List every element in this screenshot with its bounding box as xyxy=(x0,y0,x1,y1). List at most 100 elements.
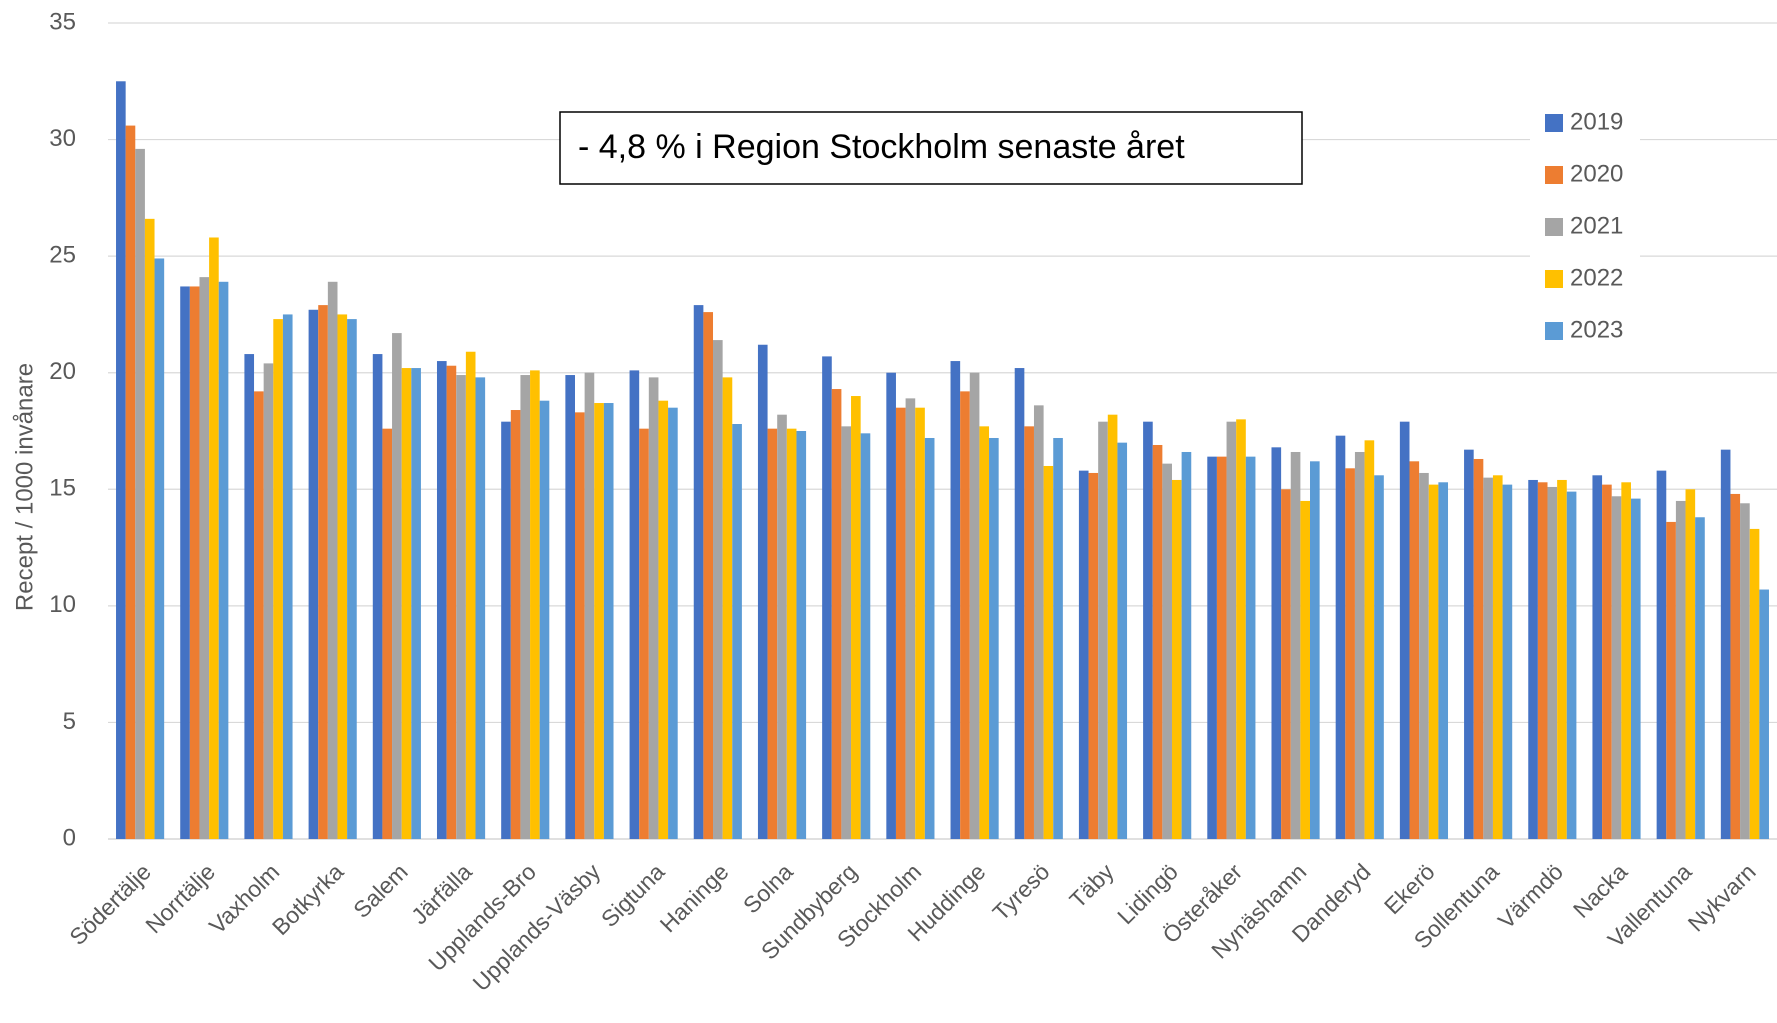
bar xyxy=(1053,437,1063,839)
bar xyxy=(860,433,871,839)
bar xyxy=(979,426,990,839)
bar xyxy=(465,351,476,839)
bar xyxy=(1078,470,1089,839)
bar xyxy=(273,319,283,839)
x-tick-label: Värmdö xyxy=(1493,858,1568,933)
bar xyxy=(1730,493,1741,839)
bar xyxy=(786,428,797,839)
bar xyxy=(530,370,540,839)
bar xyxy=(1335,435,1346,839)
bar xyxy=(1695,517,1705,839)
bar xyxy=(254,391,264,839)
bar xyxy=(382,428,393,839)
bar xyxy=(475,377,486,839)
bar xyxy=(1033,405,1044,839)
bar xyxy=(501,421,511,839)
bar xyxy=(1675,500,1686,839)
legend-label: 2022 xyxy=(1570,264,1623,291)
bar xyxy=(154,258,165,840)
bar xyxy=(1271,447,1282,839)
bar xyxy=(1107,414,1118,839)
bar xyxy=(1281,489,1291,839)
y-tick-label: 15 xyxy=(49,475,76,502)
bar xyxy=(693,305,704,839)
bar xyxy=(1310,461,1320,839)
bar xyxy=(327,281,338,839)
bar xyxy=(1464,449,1474,839)
bar xyxy=(1656,470,1667,839)
x-tick-label: Täby xyxy=(1064,858,1119,913)
bar xyxy=(841,426,852,839)
bar xyxy=(639,428,649,839)
legend-label: 2019 xyxy=(1570,108,1623,135)
bar xyxy=(1428,484,1439,839)
bar xyxy=(822,356,832,839)
bar xyxy=(565,375,575,839)
bar xyxy=(1181,451,1192,839)
bar xyxy=(135,148,145,839)
bar xyxy=(1117,442,1128,839)
bar xyxy=(1345,468,1355,839)
bar xyxy=(1014,368,1025,839)
bar xyxy=(1685,489,1696,839)
bar xyxy=(584,372,595,839)
bar xyxy=(1409,461,1420,839)
bar xyxy=(1419,472,1429,839)
bar xyxy=(520,375,531,839)
bar xyxy=(851,396,861,839)
bar xyxy=(347,319,357,839)
y-tick-label: 35 xyxy=(49,8,76,35)
bar xyxy=(180,286,190,839)
bar xyxy=(1749,528,1760,839)
x-tick-label: Norrtälje xyxy=(140,858,220,938)
bar xyxy=(1024,426,1034,839)
bar xyxy=(116,81,126,840)
legend-swatch xyxy=(1545,114,1563,132)
legend-label: 2021 xyxy=(1570,212,1623,239)
bar xyxy=(777,414,787,839)
bar xyxy=(1399,421,1410,839)
bar xyxy=(1502,484,1513,839)
bar xyxy=(1162,463,1172,839)
x-tick-label: Botkyrka xyxy=(267,858,349,940)
bar xyxy=(1207,456,1217,839)
legend-swatch xyxy=(1545,166,1563,184)
bar xyxy=(767,428,778,839)
legend-label: 2020 xyxy=(1570,160,1623,187)
bar xyxy=(1492,475,1503,839)
bar xyxy=(401,368,412,839)
bar xyxy=(1740,503,1750,839)
y-tick-label: 0 xyxy=(63,824,76,851)
bar xyxy=(1557,479,1567,839)
bar xyxy=(1483,477,1493,839)
bar xyxy=(960,391,970,839)
y-tick-label: 30 xyxy=(49,125,76,152)
x-tick-label: Nykvarn xyxy=(1683,858,1761,936)
bar xyxy=(1537,482,1548,839)
bar xyxy=(1300,500,1311,839)
annotation-box xyxy=(559,111,1303,185)
legend-swatch xyxy=(1545,270,1563,288)
bar xyxy=(1098,421,1108,839)
bar xyxy=(144,218,155,840)
legend-label: 2023 xyxy=(1570,316,1623,343)
bar xyxy=(1759,589,1769,839)
bar xyxy=(895,407,906,839)
bar xyxy=(1602,484,1612,839)
bar xyxy=(372,354,383,839)
bar xyxy=(539,400,550,839)
bar xyxy=(1043,465,1054,839)
bar xyxy=(1216,456,1227,839)
x-tick-label: Ekerö xyxy=(1379,858,1440,919)
bar xyxy=(1630,498,1641,839)
bar xyxy=(125,125,136,839)
bar xyxy=(436,361,447,839)
bar xyxy=(1438,482,1449,839)
bar xyxy=(924,437,935,839)
bar xyxy=(915,407,925,839)
bar xyxy=(703,312,714,839)
bar xyxy=(1152,444,1163,839)
bar xyxy=(950,361,961,839)
bar xyxy=(1364,440,1375,839)
